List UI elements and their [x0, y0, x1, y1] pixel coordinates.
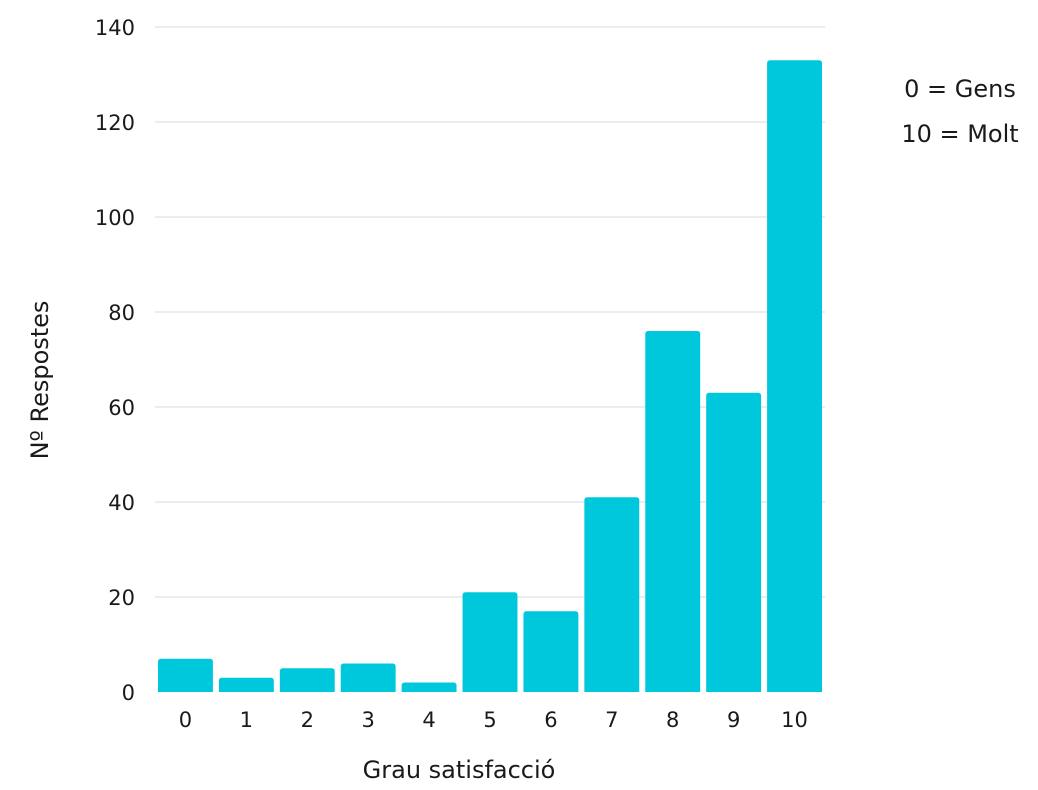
bar-1 — [218, 677, 274, 692]
x-tick-label: 7 — [605, 708, 618, 732]
scale-note-min: 0 = Gens — [904, 75, 1016, 103]
bar-10 — [767, 60, 822, 692]
x-tick-label: 2 — [301, 708, 314, 732]
x-tick-label: 8 — [666, 708, 679, 732]
x-tick-label: 5 — [483, 708, 496, 732]
x-axis-ticks: 0 1 2 3 4 5 6 7 8 9 10 — [179, 708, 808, 732]
bars — [158, 60, 822, 692]
y-tick-label: 80 — [108, 301, 135, 325]
bar-2 — [279, 668, 335, 692]
y-tick-label: 40 — [108, 491, 135, 515]
x-axis-title: Grau satisfacció — [363, 756, 556, 784]
y-axis-title: Nº Respostes — [26, 301, 54, 460]
y-tick-label: 0 — [122, 681, 135, 705]
y-tick-label: 140 — [95, 16, 135, 40]
x-tick-label: 10 — [781, 708, 808, 732]
bar-6 — [523, 611, 579, 692]
x-tick-label: 6 — [544, 708, 557, 732]
x-tick-label: 0 — [179, 708, 192, 732]
y-tick-label: 20 — [108, 586, 135, 610]
y-tick-label: 120 — [95, 111, 135, 135]
scale-note-max: 10 = Molt — [901, 120, 1018, 148]
bar-4 — [401, 682, 457, 692]
x-tick-label: 4 — [422, 708, 435, 732]
x-tick-label: 3 — [361, 708, 374, 732]
bar-9 — [706, 392, 762, 692]
y-axis-ticks: 0 20 40 60 80 100 120 140 — [95, 16, 135, 705]
bar-5 — [462, 592, 518, 692]
bar-7 — [584, 497, 640, 692]
x-tick-label: 1 — [240, 708, 253, 732]
bar-0 — [158, 658, 213, 692]
gridlines — [155, 26, 825, 598]
x-tick-label: 9 — [727, 708, 740, 732]
y-tick-label: 100 — [95, 206, 135, 230]
bar-3 — [340, 663, 396, 692]
bar-8 — [645, 331, 701, 692]
y-tick-label: 60 — [108, 396, 135, 420]
